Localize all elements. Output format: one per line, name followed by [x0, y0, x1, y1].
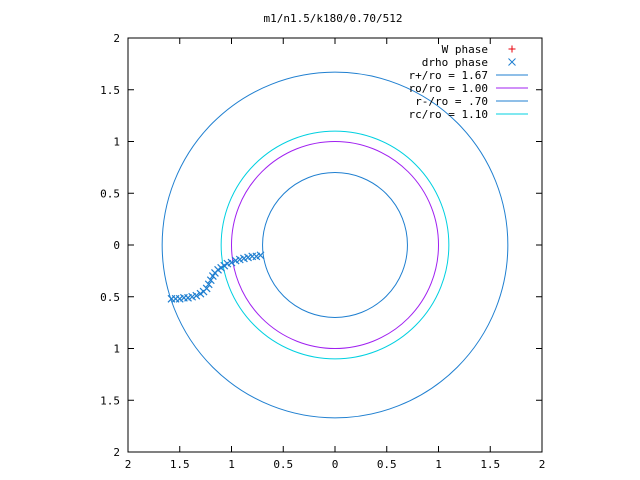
x-tick-label: 1.5 [480, 458, 500, 471]
x-tick-label: 0.5 [377, 458, 397, 471]
legend-label: r+/ro = 1.67 [409, 69, 488, 82]
x-tick-label: 2 [539, 458, 546, 471]
chart-title: m1/n1.5/k180/0.70/512 [263, 12, 402, 25]
legend-label: drho phase [422, 56, 488, 69]
drho-point [202, 284, 211, 293]
circle-1.67 [161, 71, 509, 419]
circle-1.1 [220, 130, 450, 360]
drho-point [206, 276, 215, 285]
y-tick-label: 1.5 [100, 394, 120, 407]
circle-0.7 [262, 172, 408, 318]
drho-point [204, 280, 213, 289]
drho-point [227, 258, 236, 267]
legend-label: ro/ro = 1.00 [409, 82, 488, 95]
drho-point [256, 251, 265, 260]
legend-label: r-/ro = .70 [415, 95, 488, 108]
legend-label: W phase [442, 43, 488, 56]
drho-phase-points [167, 251, 265, 303]
x-tick-label: 1.5 [170, 458, 190, 471]
legend-label: rc/ro = 1.10 [409, 108, 488, 121]
x-tick-label: 0.5 [273, 458, 293, 471]
x-axis: 2 1.5 1 0.5 0 0.5 1 1.5 2 [125, 38, 546, 471]
x-tick-label: 1 [435, 458, 442, 471]
y-tick-label: 1.5 [100, 84, 120, 97]
y-tick-label: 0.5 [100, 187, 120, 200]
x-tick-label: 2 [125, 458, 132, 471]
drho-point [192, 291, 201, 300]
x-tick-label: 0 [332, 458, 339, 471]
y-tick-label: 1 [113, 136, 120, 149]
y-tick-label: 1 [113, 343, 120, 356]
legend-symbol-cross [508, 58, 516, 66]
circle-series [161, 71, 509, 419]
circle-1 [231, 141, 439, 349]
y-tick-label: 2 [113, 446, 120, 459]
y-axis: 2 1.5 1 0.5 0 0.5 1 1.5 2 [100, 32, 542, 459]
x-tick-label: 1 [228, 458, 235, 471]
y-tick-label: 2 [113, 32, 120, 45]
y-tick-label: 0.5 [100, 291, 120, 304]
y-tick-label: 0 [113, 239, 120, 252]
